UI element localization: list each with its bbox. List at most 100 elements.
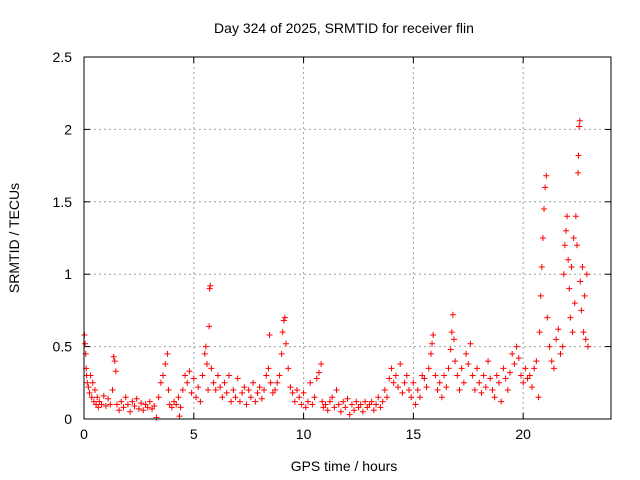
data-point	[542, 184, 549, 191]
data-point	[177, 404, 184, 411]
data-point	[351, 407, 358, 414]
data-point	[403, 372, 410, 379]
data-point	[165, 387, 172, 394]
data-point	[515, 355, 522, 362]
data-point	[86, 389, 93, 396]
data-point	[460, 379, 467, 386]
data-point	[537, 292, 544, 299]
data-point	[535, 394, 542, 401]
data-point	[280, 317, 287, 324]
data-point	[146, 398, 153, 405]
data-point	[480, 372, 487, 379]
data-point	[445, 365, 452, 372]
data-point	[127, 408, 134, 415]
data-point	[287, 384, 294, 391]
data-points	[81, 117, 591, 421]
data-point	[89, 379, 96, 386]
data-point	[120, 404, 127, 411]
data-point	[377, 404, 384, 411]
data-point	[291, 398, 298, 405]
data-point	[217, 384, 224, 391]
data-point	[131, 402, 138, 409]
data-point	[88, 394, 95, 401]
data-point	[326, 398, 333, 405]
data-point	[100, 392, 107, 399]
data-point	[478, 389, 485, 396]
data-point	[186, 368, 193, 375]
data-point	[192, 394, 199, 401]
data-point	[397, 360, 404, 367]
data-point	[504, 387, 511, 394]
data-point	[513, 343, 520, 350]
data-point	[95, 404, 102, 411]
data-point	[197, 398, 204, 405]
data-point	[266, 332, 273, 339]
data-point	[256, 384, 263, 391]
data-point	[544, 314, 551, 321]
data-point	[236, 398, 243, 405]
data-point	[176, 413, 183, 420]
data-point	[205, 387, 212, 394]
data-point	[311, 394, 318, 401]
data-point	[272, 387, 279, 394]
x-tick-label: 15	[406, 426, 422, 442]
data-point	[390, 379, 397, 386]
data-point	[561, 242, 568, 249]
data-point	[373, 401, 380, 408]
data-point	[546, 343, 553, 350]
data-point	[538, 263, 545, 270]
data-point	[548, 358, 555, 365]
data-point	[263, 372, 270, 379]
data-point	[274, 379, 281, 386]
y-tick-label: 1	[64, 266, 72, 282]
data-point	[285, 365, 292, 372]
data-point	[562, 227, 569, 234]
data-point	[447, 346, 454, 353]
data-point	[212, 387, 219, 394]
data-point	[471, 387, 478, 394]
data-point	[223, 389, 230, 396]
data-point	[578, 307, 585, 314]
data-point	[105, 395, 112, 402]
data-point	[425, 365, 432, 372]
data-point	[289, 389, 296, 396]
data-point	[122, 394, 129, 401]
data-point	[476, 379, 483, 386]
data-point	[511, 360, 518, 367]
data-point	[279, 329, 286, 336]
data-point	[526, 372, 533, 379]
data-point	[102, 402, 109, 409]
data-point	[118, 398, 125, 405]
data-point	[84, 379, 91, 386]
data-point	[344, 395, 351, 402]
data-point	[155, 394, 162, 401]
y-tick-label: 1.5	[53, 194, 73, 210]
data-point	[168, 404, 175, 411]
data-point	[568, 263, 575, 270]
data-point	[182, 372, 189, 379]
data-point	[429, 340, 436, 347]
x-tick-label: 20	[515, 426, 531, 442]
data-point	[202, 343, 209, 350]
x-tick-label: 5	[190, 426, 198, 442]
data-point	[315, 369, 322, 376]
data-point	[214, 372, 221, 379]
data-point	[474, 365, 481, 372]
data-point	[450, 336, 457, 343]
data-point	[138, 400, 145, 407]
data-point	[454, 372, 461, 379]
data-point	[85, 384, 92, 391]
data-point	[265, 365, 272, 372]
data-point	[573, 242, 580, 249]
data-point	[160, 372, 167, 379]
plot-frame	[83, 56, 612, 420]
data-point	[456, 387, 463, 394]
data-point	[388, 365, 395, 372]
data-point	[569, 329, 576, 336]
data-point	[564, 213, 571, 220]
data-point	[357, 401, 364, 408]
data-point	[560, 271, 567, 278]
data-point	[522, 365, 529, 372]
data-point	[565, 256, 572, 263]
data-point	[485, 358, 492, 365]
